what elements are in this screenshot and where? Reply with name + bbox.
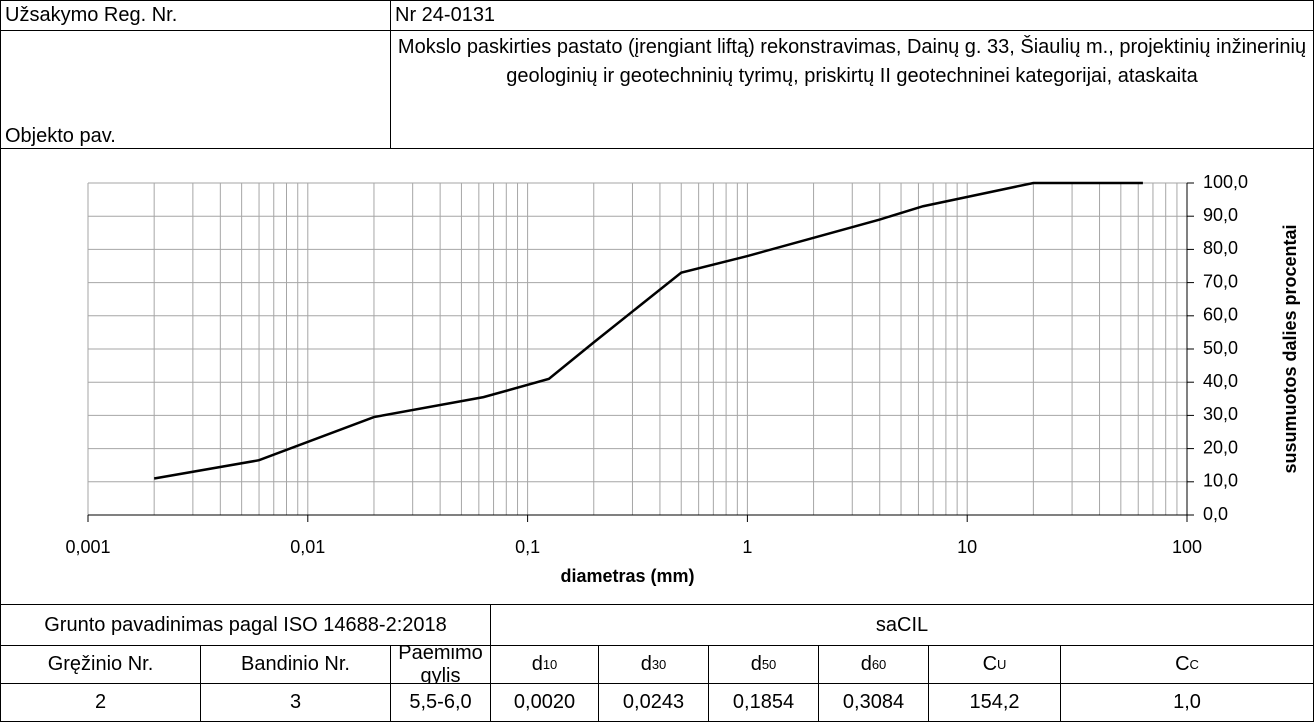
table-cell: 154,2 <box>928 683 1061 722</box>
y-tick-label: 10,0 <box>1203 471 1238 491</box>
data-line <box>153 181 1143 480</box>
column-header: Paėmimo gylis <box>390 645 491 684</box>
y-tick-label: 30,0 <box>1203 404 1238 424</box>
x-tick-label: 0,001 <box>65 537 110 557</box>
column-header: d 30 <box>598 645 709 684</box>
x-tick-label: 0,1 <box>515 537 540 557</box>
x-tick-label: 10 <box>957 537 977 557</box>
column-header: d 60 <box>818 645 929 684</box>
object-value: Mokslo paskirties pastato (įrengiant lif… <box>390 30 1314 149</box>
y-tick-label: 40,0 <box>1203 371 1238 391</box>
table-cell: 5,5-6,0 <box>390 683 491 722</box>
table-cell: 0,3084 <box>818 683 929 722</box>
column-header: d 10 <box>490 645 599 684</box>
soil-name-value: saCIL <box>490 604 1314 646</box>
order-label: Užsakymo Reg. Nr. <box>0 0 391 31</box>
order-value: Nr 24-0131 <box>390 0 1314 31</box>
y-tick-label: 0,0 <box>1203 504 1228 524</box>
y-tick-label: 20,0 <box>1203 437 1238 457</box>
y-tick-label: 80,0 <box>1203 238 1238 258</box>
x-tick-label: 1 <box>742 537 752 557</box>
x-tick-label: 0,01 <box>290 537 325 557</box>
table-cell: 2 <box>0 683 201 722</box>
y-tick-label: 100,0 <box>1203 172 1248 192</box>
y-tick-label: 90,0 <box>1203 205 1238 225</box>
y-axis-title: susumuotos dalies procentai <box>1280 224 1300 473</box>
table-cell: 0,0243 <box>598 683 709 722</box>
column-header: Gręžinio Nr. <box>0 645 201 684</box>
column-header: d 50 <box>708 645 819 684</box>
soil-name-label: Grunto pavadinimas pagal ISO 14688-2:201… <box>0 604 491 646</box>
table-cell: 0,1854 <box>708 683 819 722</box>
x-tick-label: 100 <box>1172 537 1202 557</box>
y-tick-label: 70,0 <box>1203 271 1238 291</box>
table-cell: 1,0 <box>1060 683 1314 722</box>
y-tick-label: 60,0 <box>1203 305 1238 325</box>
object-label: Objekto pav. <box>0 30 391 149</box>
x-axis-title: diametras (mm) <box>560 566 694 586</box>
column-header: Bandinio Nr. <box>200 645 391 684</box>
table-cell: 3 <box>200 683 391 722</box>
y-tick-label: 50,0 <box>1203 338 1238 358</box>
table-cell: 0,0020 <box>490 683 599 722</box>
